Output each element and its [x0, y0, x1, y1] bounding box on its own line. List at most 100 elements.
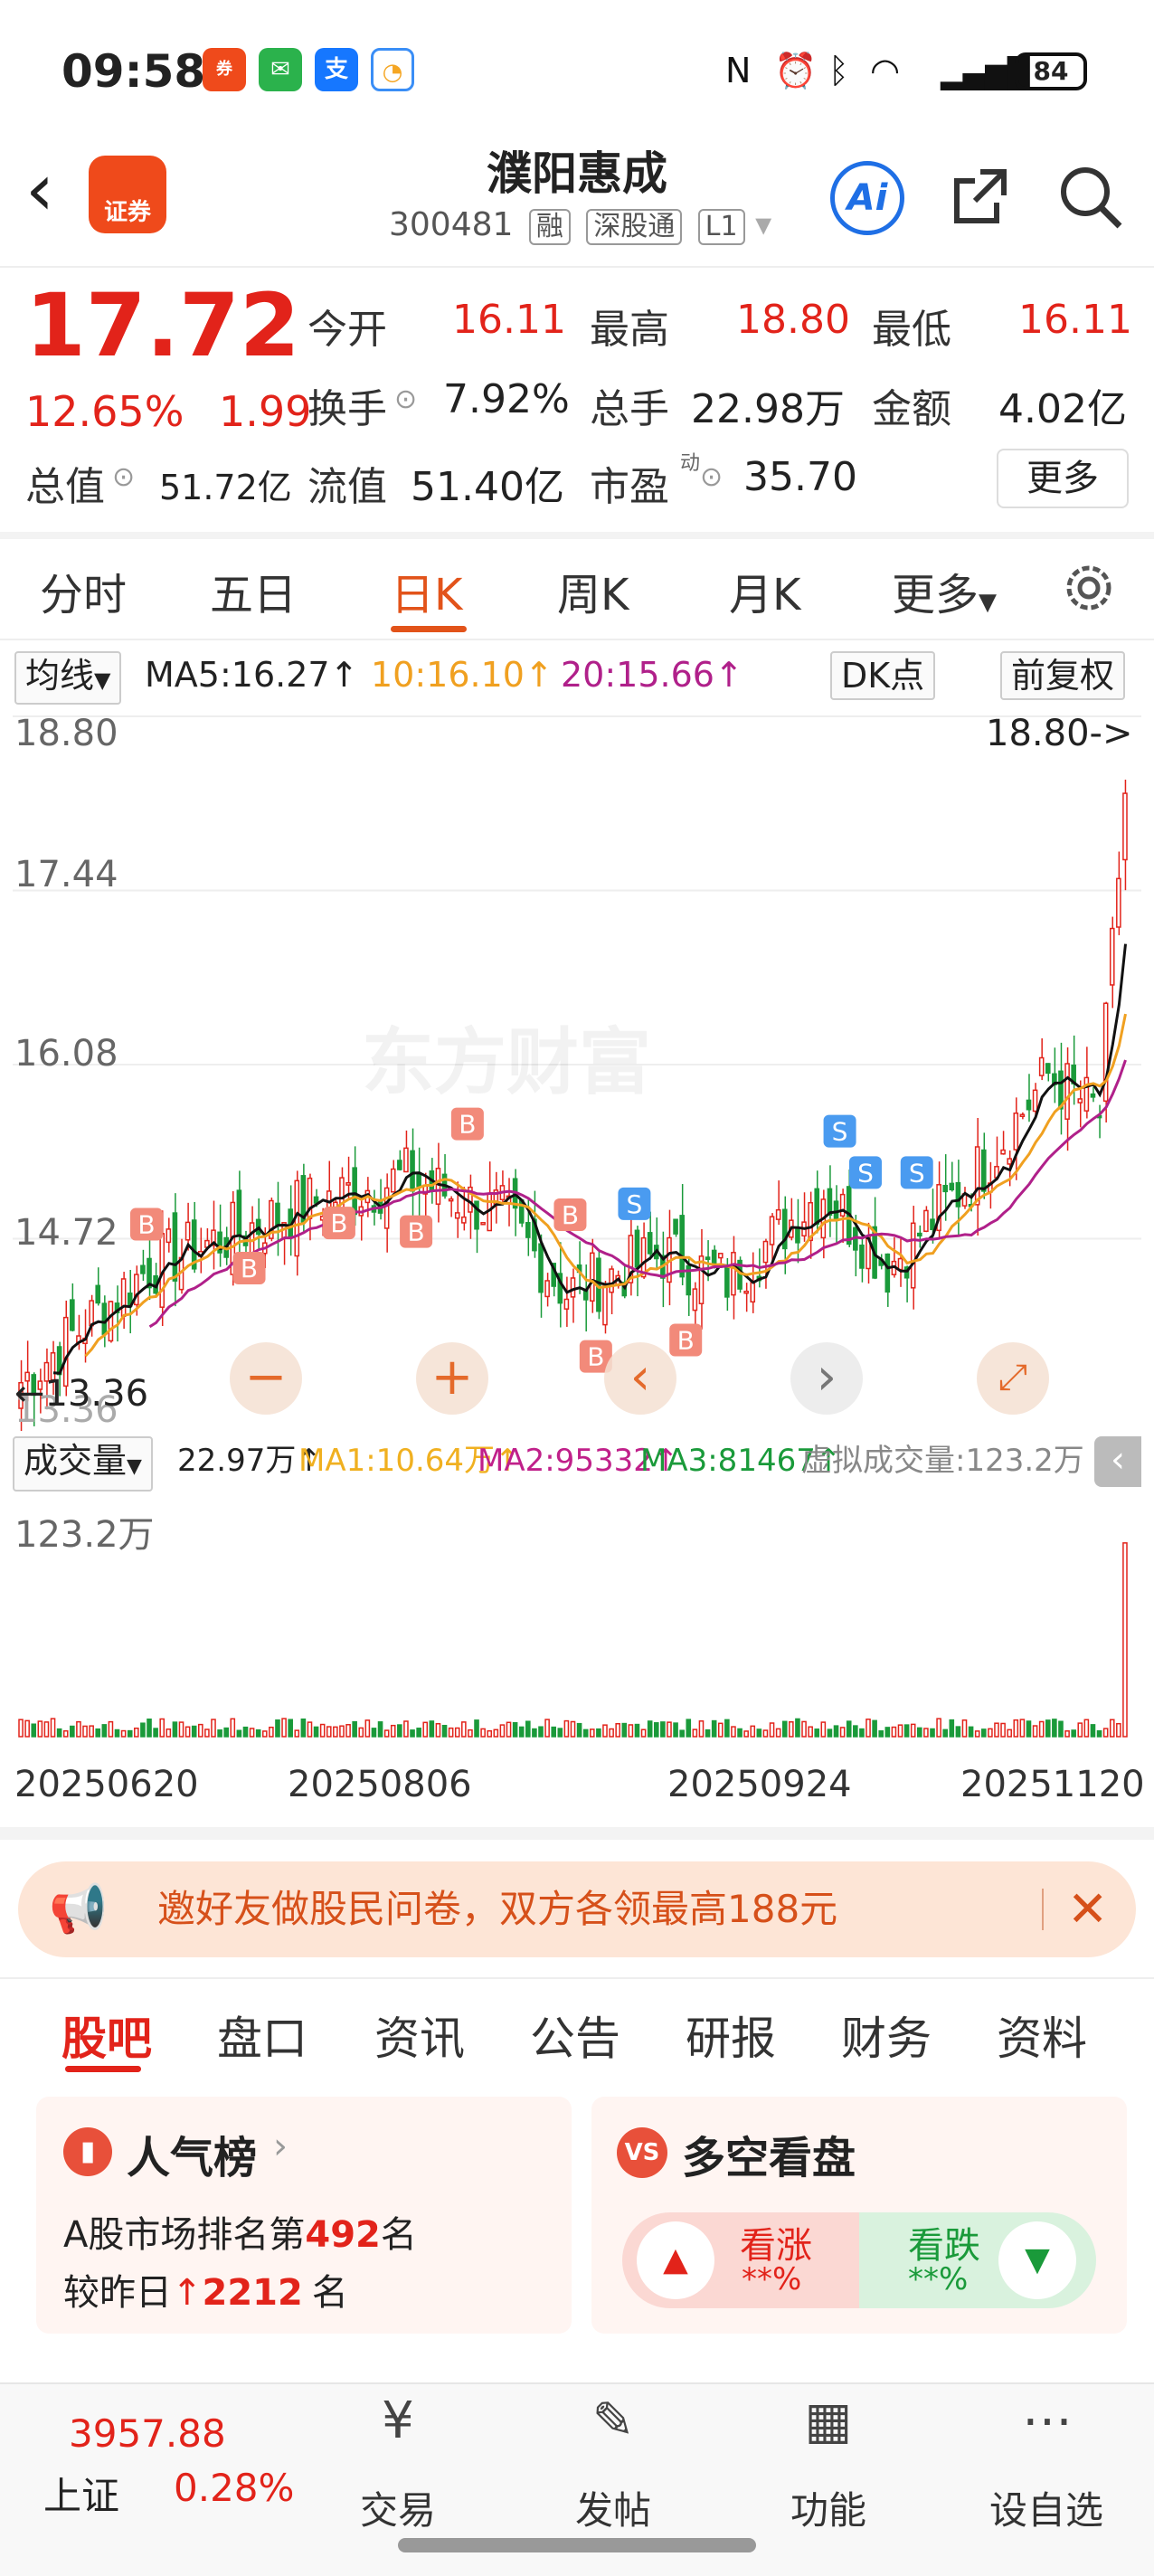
tab-orderbook[interactable]: 盘口 [217, 2012, 307, 2065]
more-dots-icon[interactable]: ⋯ [1022, 2391, 1073, 2450]
tab-finance[interactable]: 财务 [841, 2012, 932, 2065]
more-button[interactable]: 更多 [997, 449, 1129, 508]
volume-bar [114, 1728, 120, 1738]
float-label: 流值 [307, 464, 387, 510]
index-pct[interactable]: 0.28% [174, 2466, 295, 2510]
fullscreen-icon[interactable]: ⤢ [977, 1342, 1049, 1415]
index-value[interactable]: 3957.88 [69, 2411, 226, 2456]
tag-level[interactable]: L1 [697, 209, 745, 245]
broker-logo[interactable]: 证券 [89, 156, 166, 233]
high-label: 最高 [590, 307, 669, 353]
tab-news[interactable]: 资讯 [374, 2012, 465, 2065]
nfc-icon: N [725, 51, 752, 90]
volume-plot[interactable] [13, 1492, 1141, 1755]
volume-bar [249, 1728, 255, 1738]
candle-body [50, 1351, 56, 1381]
candle-body [89, 1300, 94, 1327]
tab-research[interactable]: 研报 [686, 2012, 776, 2065]
index-name[interactable]: 上证 [43, 2474, 120, 2518]
volume-bar [582, 1728, 589, 1738]
nav-trade[interactable]: 交易 [360, 2488, 437, 2533]
candle-body [1026, 1099, 1032, 1111]
volume-bar [487, 1729, 493, 1738]
zoom-out-button[interactable]: − [230, 1342, 302, 1415]
trade-icon[interactable]: ¥ [382, 2391, 414, 2450]
volume-select[interactable]: 成交量▼ [13, 1436, 153, 1492]
ai-button[interactable]: Ai [830, 161, 904, 235]
candle-body [37, 1380, 43, 1390]
candle-body [814, 1188, 820, 1225]
candle-body [95, 1284, 101, 1304]
active-tab-underline [65, 2066, 141, 2072]
tab-announcements[interactable]: 公告 [530, 2012, 620, 2065]
back-button[interactable]: ‹ [25, 147, 54, 232]
volume-bar [1026, 1720, 1032, 1738]
ma-select[interactable]: 均线▼ [14, 651, 122, 705]
ma5-value: MA5:16.27↑ [145, 655, 359, 695]
tab-profile[interactable]: 资料 [997, 2012, 1087, 2065]
volume-bar [853, 1725, 858, 1738]
promo-text[interactable]: 邀好友做股民问卷，双方各领最高188元 [157, 1887, 838, 1931]
battery-icon: 84 [1015, 52, 1087, 90]
info-icon[interactable]: ⊙ [112, 461, 136, 493]
candle-body [602, 1285, 608, 1326]
candle-body [1007, 1158, 1012, 1165]
adjust-select[interactable]: 前复权 [1000, 651, 1126, 700]
scroll-right-button[interactable]: › [790, 1342, 863, 1415]
tab-guba[interactable]: 股吧 [61, 2012, 152, 2065]
ma10-line [84, 1013, 1127, 1358]
popularity-card[interactable]: ▮ 人气榜 › A股市场排名第492名 较昨日↑2212 名 [36, 2097, 572, 2334]
scroll-left-button[interactable]: ‹ [604, 1342, 676, 1415]
zoom-in-button[interactable]: + [416, 1342, 488, 1415]
info-icon[interactable]: ⊙ [394, 384, 418, 415]
volume-bar [930, 1728, 935, 1738]
tab-more[interactable]: 更多▼ [892, 559, 997, 622]
close-icon[interactable]: ✕ [1067, 1880, 1109, 1937]
triangle-up-icon[interactable]: ▲ [637, 2221, 714, 2299]
bar-chart-icon: ▮ [63, 2127, 112, 2176]
triangle-down-icon[interactable]: ▼ [998, 2221, 1076, 2299]
volume-bar [814, 1728, 820, 1738]
promo-banner[interactable]: 📢 邀好友做股民问卷，双方各领最高188元 ✕ [18, 1861, 1136, 1957]
volume-bar [506, 1721, 512, 1738]
vol-ma1: MA1:10.64万↑ [298, 1443, 521, 1479]
settings-gear-icon[interactable] [1056, 555, 1121, 620]
tab-weekly-k[interactable]: 周K [557, 570, 629, 620]
share-icon[interactable] [944, 161, 1017, 233]
volume-bar [1096, 1729, 1102, 1738]
volume-bar [717, 1722, 724, 1738]
volume-bar [698, 1720, 705, 1738]
nav-post[interactable]: 发帖 [575, 2488, 652, 2533]
volume-chart[interactable] [13, 1492, 1141, 1755]
y-axis-label: 17.44 [14, 854, 118, 895]
chevron-down-icon[interactable]: ▾ [755, 206, 772, 243]
nav-add-watchlist[interactable]: 设自选 [989, 2488, 1104, 2533]
edit-post-icon[interactable]: ✎ [591, 2391, 635, 2450]
nav-functions[interactable]: 功能 [790, 2488, 867, 2533]
volume-bar [153, 1728, 158, 1738]
dk-point-select[interactable]: DK点 [830, 651, 936, 700]
rank-line: A股市场排名第492名 [63, 2205, 417, 2258]
volume-bar [538, 1726, 544, 1738]
volume-bar [640, 1728, 647, 1738]
chevron-down-icon: ▼ [94, 668, 111, 693]
tab-monthly-k[interactable]: 月K [729, 570, 801, 620]
candle-body [108, 1301, 114, 1342]
volume-select-label: 成交量 [24, 1441, 128, 1481]
volume-bar [288, 1719, 293, 1738]
candle-body [762, 1240, 769, 1264]
collapse-panel-button[interactable]: ‹ [1094, 1436, 1141, 1487]
info-icon[interactable]: ⊙ [700, 461, 724, 493]
candle-body [166, 1228, 172, 1244]
grid-apps-icon[interactable]: ▦ [804, 2391, 853, 2450]
candle-body [403, 1147, 409, 1173]
securities-icon: 券 [203, 48, 246, 91]
search-icon[interactable] [1055, 161, 1127, 233]
tab-intraday[interactable]: 分时 [40, 570, 128, 620]
volume-bar [166, 1728, 172, 1738]
tab-five-day[interactable]: 五日 [210, 570, 298, 620]
tab-daily-k[interactable]: 日K [391, 570, 463, 620]
bearish-label: 看跌 [908, 2225, 980, 2267]
